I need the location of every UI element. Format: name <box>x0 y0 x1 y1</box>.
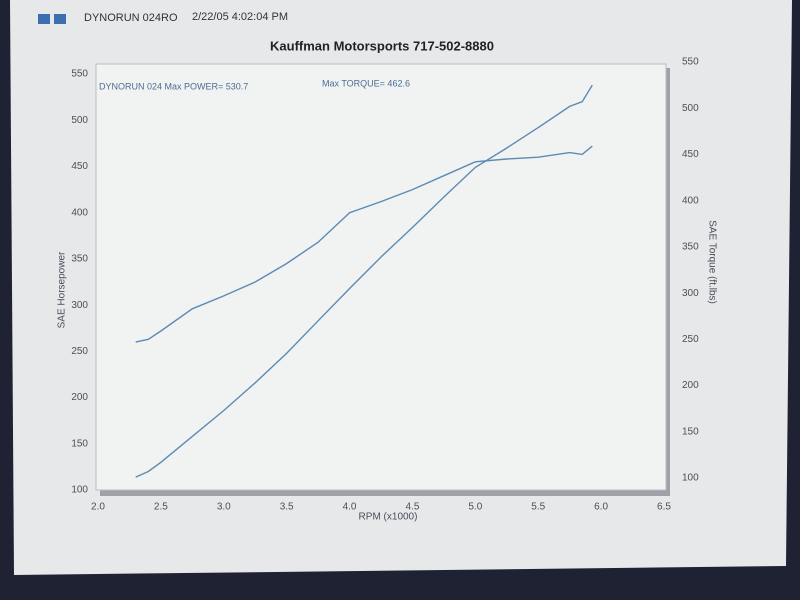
run-date: 2/22/05 4:02:04 PM <box>192 11 288 23</box>
x-tick-label: 3.0 <box>217 502 231 513</box>
y-tick-label: 250 <box>71 346 88 357</box>
y-tick-label: 350 <box>71 254 88 265</box>
x-tick-label: 3.5 <box>280 502 294 513</box>
y2-axis-label: SAE Torque (ft.lbs) <box>706 220 717 304</box>
y-tick-label: 500 <box>71 115 88 126</box>
y-tick-label: 100 <box>71 485 88 496</box>
y2-tick-label: 100 <box>682 473 699 484</box>
y-tick-label: 550 <box>71 69 88 80</box>
x-tick-label: 4.0 <box>343 502 357 513</box>
y-tick-label: 450 <box>71 161 88 172</box>
y2-tick-label: 350 <box>682 242 699 253</box>
x-tick-label: 6.5 <box>657 502 671 513</box>
x-axis-label: RPM (x1000) <box>359 512 418 523</box>
run-name: DYNORUN 024RO <box>84 12 178 24</box>
y2-tick-label: 450 <box>682 149 699 160</box>
y2-tick-label: 550 <box>682 57 699 68</box>
x-tick-label: 5.5 <box>531 502 545 513</box>
y2-tick-label: 250 <box>682 334 699 345</box>
y2-tick-label: 150 <box>682 426 699 437</box>
plot-area <box>95 63 667 491</box>
chart-title: Kauffman Motorsports 717-502-8880 <box>270 38 494 53</box>
y-tick-label: 150 <box>71 438 88 449</box>
y-tick-label: 200 <box>71 392 88 403</box>
y2-tick-label: 300 <box>682 288 699 299</box>
x-tick-label: 6.0 <box>594 502 608 513</box>
x-tick-label: 5.0 <box>468 502 482 513</box>
icon <box>54 14 66 24</box>
icon <box>38 14 50 24</box>
y2-tick-label: 400 <box>682 195 699 206</box>
annotation: Max TORQUE= 462.6 <box>322 78 410 88</box>
series-line <box>135 145 593 343</box>
x-tick-label: 2.5 <box>154 502 168 513</box>
x-tick-label: 4.5 <box>405 502 419 513</box>
x-tick-label: 2.0 <box>91 502 105 513</box>
y2-tick-label: 200 <box>682 380 699 391</box>
y-tick-label: 400 <box>71 207 88 218</box>
y2-tick-label: 500 <box>682 103 699 114</box>
y-tick-label: 300 <box>71 300 88 311</box>
series-line <box>135 84 593 478</box>
y-axis-label: SAE Horsepower <box>57 251 68 328</box>
annotation: DYNORUN 024 Max POWER= 530.7 <box>99 81 248 91</box>
